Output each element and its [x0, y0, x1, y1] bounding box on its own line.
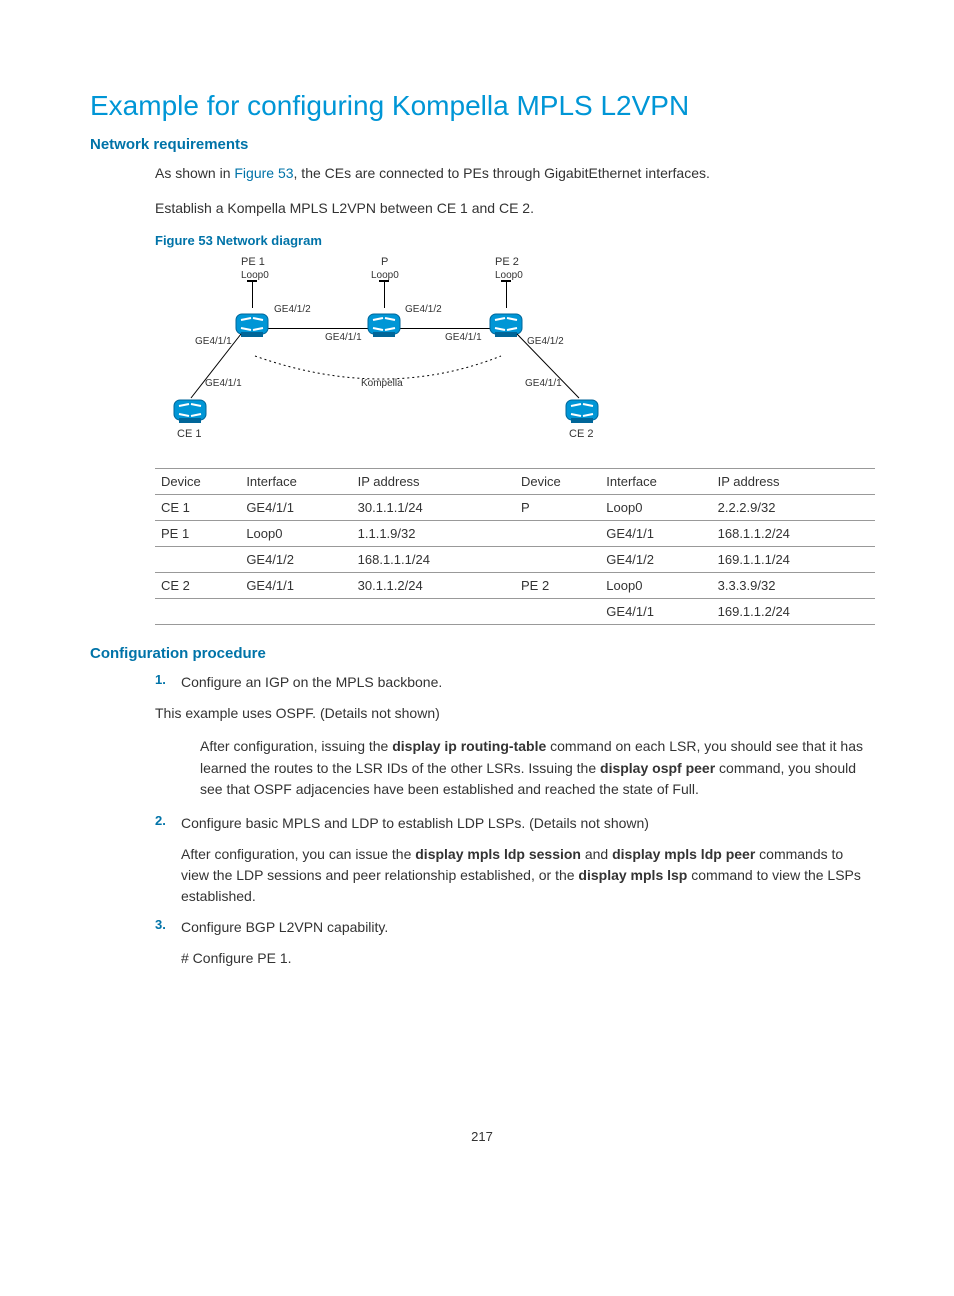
table-cell: GE4/1/2 [240, 547, 351, 573]
table-cell: 169.1.1.1/24 [712, 547, 875, 573]
table-cell: 2.2.2.9/32 [712, 495, 875, 521]
table-cell: 30.1.1.1/24 [352, 495, 515, 521]
cmd-display-ospf-peer: display ospf peer [600, 760, 715, 776]
table-cell: 168.1.1.2/24 [712, 521, 875, 547]
section-configuration-procedure: Configuration procedure [90, 645, 874, 662]
figure-53-link[interactable]: Figure 53 [234, 165, 293, 181]
table-cell: GE4/1/1 [600, 599, 711, 625]
pe2-label: PE 2 [495, 256, 519, 268]
table-cell: GE4/1/1 [240, 573, 351, 599]
cmd-display-mpls-ldp-session: display mpls ldp session [415, 846, 581, 862]
p-ge411: GE4/1/1 [325, 332, 362, 343]
network-diagram: PE 1 Loop0 P Loop0 PE 2 Loop0 GE4/1/2 GE… [155, 256, 715, 456]
intro-p1-after: , the CEs are connected to PEs through G… [294, 165, 710, 181]
th-device-1: Device [155, 469, 240, 495]
th-ip-1: IP address [352, 469, 515, 495]
figure-caption: Figure 53 Network diagram [155, 233, 874, 248]
pe1-ge412: GE4/1/2 [274, 304, 311, 315]
table-cell: GE4/1/1 [240, 495, 351, 521]
router-pe2-icon [489, 308, 523, 338]
pe2-ge412: GE4/1/2 [527, 336, 564, 347]
ce1-label: CE 1 [177, 428, 201, 440]
kompella-arc-label: Kompella [361, 378, 403, 389]
ce1-ge411: GE4/1/1 [205, 378, 242, 389]
pe1-ge411: GE4/1/1 [195, 336, 232, 347]
router-p-icon [367, 308, 401, 338]
ce2-label: CE 2 [569, 428, 593, 440]
pe1-label: PE 1 [241, 256, 265, 268]
table-cell: 3.3.3.9/32 [712, 573, 875, 599]
pe2-ge411: GE4/1/1 [445, 332, 482, 343]
step-2-detail: After configuration, you can issue the d… [181, 844, 874, 907]
s1-txt-a: After configuration, issuing the [200, 738, 392, 754]
s2-txt-a: After configuration, you can issue the [181, 846, 415, 862]
table-cell: Loop0 [600, 573, 711, 599]
step-1-note: This example uses OSPF. (Details not sho… [155, 703, 874, 724]
table-cell: CE 1 [155, 495, 240, 521]
step-3-sub: # Configure PE 1. [181, 948, 874, 969]
th-interface-2: Interface [600, 469, 711, 495]
table-header-row: Device Interface IP address Device Inter… [155, 469, 875, 495]
table-cell [155, 599, 240, 625]
table-cell: CE 2 [155, 573, 240, 599]
step-1-text: Configure an IGP on the MPLS backbone. [181, 672, 874, 693]
table-cell [352, 599, 515, 625]
intro-paragraph-2: Establish a Kompella MPLS L2VPN between … [155, 198, 874, 219]
table-row: GE4/1/1169.1.1.2/24 [155, 599, 875, 625]
table-row: CE 1GE4/1/130.1.1.1/24PLoop02.2.2.9/32 [155, 495, 875, 521]
router-ce2-icon [565, 394, 599, 424]
s2-mid: and [581, 846, 612, 862]
page-number: 217 [90, 1129, 874, 1144]
cmd-display-mpls-lsp: display mpls lsp [578, 867, 687, 883]
cmd-display-mpls-ldp-peer: display mpls ldp peer [612, 846, 755, 862]
step-1-number: 1. [155, 672, 181, 693]
table-row: CE 2GE4/1/130.1.1.2/24PE 2Loop03.3.3.9/3… [155, 573, 875, 599]
step-2: 2. Configure basic MPLS and LDP to estab… [155, 813, 874, 907]
p-label: P [381, 256, 388, 268]
table-cell [515, 599, 600, 625]
step-1: 1. Configure an IGP on the MPLS backbone… [155, 672, 874, 693]
table-cell: PE 2 [515, 573, 600, 599]
table-cell [155, 547, 240, 573]
intro-p1-before: As shown in [155, 165, 234, 181]
table-row: PE 1Loop01.1.1.9/32 GE4/1/1168.1.1.2/24 [155, 521, 875, 547]
cmd-display-ip-routing-table: display ip routing-table [392, 738, 546, 754]
table-cell: 30.1.1.2/24 [352, 573, 515, 599]
step-2-text: Configure basic MPLS and LDP to establis… [181, 813, 874, 834]
intro-paragraph-1: As shown in Figure 53, the CEs are conne… [155, 163, 874, 184]
table-cell: 169.1.1.2/24 [712, 599, 875, 625]
step-3-text: Configure BGP L2VPN capability. [181, 917, 874, 938]
table-cell: Loop0 [600, 495, 711, 521]
th-ip-2: IP address [712, 469, 875, 495]
table-cell: P [515, 495, 600, 521]
step-3: 3. Configure BGP L2VPN capability. # Con… [155, 917, 874, 969]
page-title: Example for configuring Kompella MPLS L2… [90, 90, 874, 122]
step-1-detail: After configuration, issuing the display… [200, 736, 874, 801]
th-device-2: Device [515, 469, 600, 495]
step-2-number: 2. [155, 813, 181, 907]
table-cell: 168.1.1.1/24 [352, 547, 515, 573]
table-cell [240, 599, 351, 625]
table-cell: PE 1 [155, 521, 240, 547]
table-cell: GE4/1/1 [600, 521, 711, 547]
table-cell: Loop0 [240, 521, 351, 547]
table-cell [515, 521, 600, 547]
router-ce1-icon [173, 394, 207, 424]
th-interface-1: Interface [240, 469, 351, 495]
section-network-requirements: Network requirements [90, 136, 874, 153]
table-cell: GE4/1/2 [600, 547, 711, 573]
step-3-number: 3. [155, 917, 181, 969]
p-ge412: GE4/1/2 [405, 304, 442, 315]
table-cell [515, 547, 600, 573]
table-cell: 1.1.1.9/32 [352, 521, 515, 547]
table-row: GE4/1/2168.1.1.1/24GE4/1/2169.1.1.1/24 [155, 547, 875, 573]
router-pe1-icon [235, 308, 269, 338]
interface-table: Device Interface IP address Device Inter… [155, 468, 875, 625]
ce2-ge411: GE4/1/1 [525, 378, 562, 389]
